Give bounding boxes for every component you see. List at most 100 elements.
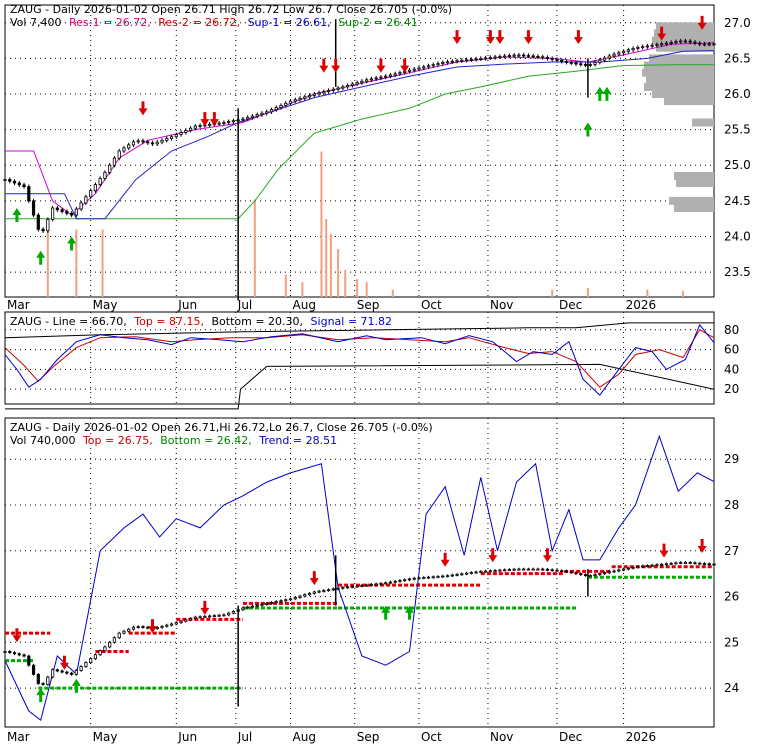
- osc-signal-line: [4, 329, 715, 388]
- candle-body: [150, 142, 155, 145]
- sell-arrow-6: [400, 58, 410, 73]
- volume-bar-10: [344, 270, 347, 297]
- oscillator-header-bottom: Bottom = 20.30,: [212, 315, 304, 328]
- candle-body: [246, 606, 250, 609]
- candle-body: [507, 55, 511, 57]
- candle-body: [417, 577, 421, 580]
- candle-body: [141, 140, 145, 143]
- buy-arrow-0: [12, 207, 22, 222]
- candle-body: [450, 574, 454, 577]
- candle-body: [379, 582, 383, 585]
- buy-arrow-3: [583, 122, 593, 137]
- candle-body: [131, 141, 136, 146]
- candle-body: [636, 566, 640, 568]
- x-tick-2026: 2026: [626, 298, 657, 312]
- candle-body: [712, 563, 716, 566]
- trend-arrows: [12, 539, 707, 703]
- candle-body: [445, 575, 450, 578]
- sell-arrow-1: [59, 655, 69, 670]
- candle-body: [136, 140, 140, 143]
- candle-body: [146, 626, 150, 629]
- candle-body: [631, 48, 635, 51]
- candle-body: [483, 570, 488, 573]
- candle-body: [655, 564, 659, 567]
- trend-header-levels: Vol 740,000 Top = 26.75, Bottom = 26.42,…: [10, 434, 337, 447]
- x-tick-Aug: Aug: [293, 730, 316, 744]
- candle-body: [336, 87, 340, 90]
- candle-body: [483, 57, 488, 60]
- candle-body: [574, 62, 578, 65]
- candle-body: [165, 138, 169, 141]
- candle-body: [241, 607, 245, 611]
- candle-body: [564, 61, 569, 63]
- candle-body: [117, 632, 121, 639]
- candle-body: [174, 622, 178, 625]
- sell-arrow-13: [697, 15, 707, 30]
- candle-body: [341, 86, 345, 89]
- candle-body: [22, 654, 26, 657]
- sell-arrow-2: [148, 619, 158, 634]
- x-tick-Nov: Nov: [490, 298, 513, 312]
- x-tick-Dec: Dec: [559, 298, 582, 312]
- candle-body: [350, 83, 354, 86]
- candle-body: [317, 92, 321, 95]
- volume-bar-16: [646, 289, 649, 297]
- sell-arrow-12: [657, 26, 667, 41]
- candle-body: [655, 44, 659, 46]
- candle-body: [469, 58, 473, 61]
- candle-body: [641, 46, 645, 49]
- y-tick-27: 27: [724, 544, 739, 558]
- candle-body: [208, 615, 212, 618]
- sell-arrow-4: [331, 58, 341, 73]
- candle-body: [17, 182, 21, 186]
- candle-body: [322, 91, 326, 94]
- buy-arrow-1: [36, 250, 46, 265]
- buy-arrow-2: [381, 605, 391, 620]
- trend-line: [4, 434, 715, 721]
- candle-body: [460, 59, 464, 62]
- candle-body: [550, 569, 554, 572]
- candle-body: [303, 594, 307, 597]
- candle-body: [227, 612, 231, 616]
- candle-body: [512, 568, 516, 571]
- candle-body: [669, 41, 673, 44]
- trend-lines: [4, 434, 715, 721]
- y-tick-27.0: 27.0: [724, 16, 751, 30]
- candle-body: [141, 626, 145, 629]
- candle-body: [193, 125, 197, 129]
- candle-body: [246, 117, 250, 120]
- candle-body: [350, 586, 354, 588]
- candle-body: [70, 672, 74, 675]
- buy-arrow-2: [67, 236, 77, 251]
- trend-panel: 24 25 26 27 28 29 Mar May Jun Jul Aug Sep Oct Nov Dec…: [3, 417, 739, 744]
- volume-bar-3: [253, 199, 256, 297]
- candle-body: [260, 603, 264, 606]
- candle-body: [79, 666, 83, 671]
- candle-body: [545, 568, 550, 571]
- candle-body: [355, 82, 359, 85]
- sell-arrow-10: [523, 30, 533, 45]
- candle-body: [298, 595, 302, 598]
- candle-body: [241, 118, 245, 121]
- candle-body: [555, 59, 559, 61]
- candle-body: [146, 141, 150, 144]
- candle-body: [317, 590, 321, 593]
- x-tick-Oct: Oct: [421, 730, 442, 744]
- candle-body: [46, 218, 50, 232]
- candle-body: [574, 572, 578, 575]
- y-tick-24.5: 24.5: [724, 194, 751, 208]
- candle-body: [417, 67, 421, 70]
- volume-bar-4: [284, 274, 287, 297]
- sell-arrow-11: [573, 30, 583, 45]
- x-tick-Jul: Jul: [237, 730, 252, 744]
- trend-header-vol: Vol 740,000: [10, 434, 75, 447]
- candle-body: [441, 575, 445, 578]
- candle-body: [274, 601, 278, 603]
- candle-body: [360, 80, 364, 84]
- candle-body: [702, 563, 707, 565]
- x-tick-Nov: Nov: [490, 730, 513, 744]
- candle-body: [355, 585, 359, 588]
- candle-body: [326, 90, 331, 93]
- price-y-ticks: 23.5 24.0 24.5 25.0 25.5 26.0 26.5 27.0: [724, 16, 751, 279]
- candle-body: [664, 42, 669, 45]
